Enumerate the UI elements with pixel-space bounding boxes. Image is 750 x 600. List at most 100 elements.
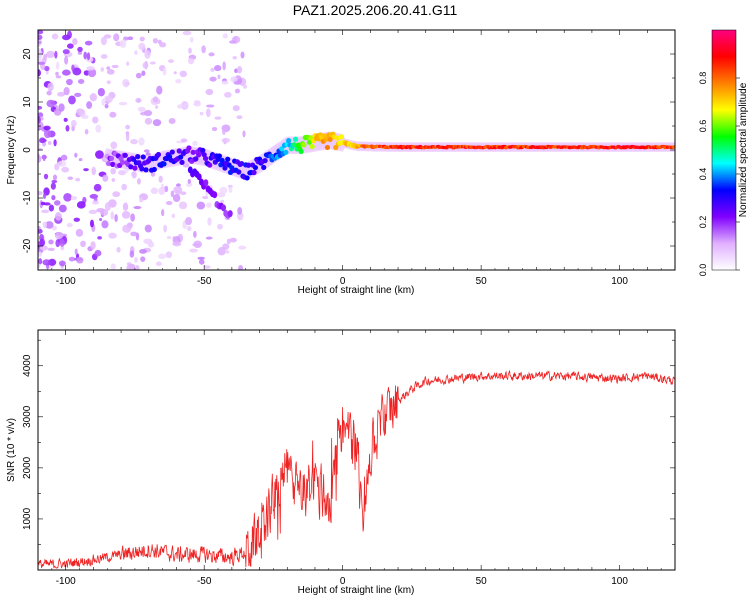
spectrogram-noise-blob <box>178 201 188 210</box>
spectrogram-noise-blob <box>53 200 61 206</box>
spectrogram-noise-blob <box>232 56 237 60</box>
spectrogram-ridge-mark <box>108 155 114 162</box>
spectrogram-noise-blob <box>75 177 81 182</box>
x-tick-label: -50 <box>197 576 212 587</box>
spectrogram-noise-blob <box>145 152 151 157</box>
spectrogram-branch-mark <box>212 191 218 199</box>
spectrogram-noise-blob <box>40 138 47 143</box>
spectrogram-noise-blob <box>234 68 238 74</box>
spectrogram-ridge-mark <box>135 154 141 160</box>
spectrogram-noise-blob <box>39 245 48 251</box>
spectrogram-noise-blob <box>220 199 225 203</box>
spectrogram-noise-blob <box>66 222 73 228</box>
spectrogram-noise-blob <box>192 140 198 146</box>
spectrogram-noise-blob <box>55 61 60 70</box>
spectrogram-noise-blob <box>84 128 89 135</box>
spectrogram-ridge-mark <box>324 144 331 151</box>
spectrogram-noise-blob <box>122 202 129 211</box>
spectrogram-noise-blob <box>193 230 197 238</box>
spectrogram-noise-blob <box>77 46 83 53</box>
spectrogram-noise-blob <box>139 36 145 42</box>
spectrogram-noise-blob <box>126 61 130 66</box>
spectrogram-noise-blob <box>206 104 215 108</box>
snr-y-ticks: 1000 2000 3000 4000 <box>22 339 675 545</box>
spectrogram-noise-blob <box>143 149 150 153</box>
spectrogram-noise-blob <box>68 95 76 105</box>
spectrogram-noise-blob <box>240 51 245 59</box>
spectrogram-ridge-mark <box>110 161 116 167</box>
y-tick-label: 20 <box>22 48 33 60</box>
spectrogram-ridge-mark <box>190 149 196 155</box>
spectrogram-noise-blob <box>173 186 183 194</box>
spectrogram-noise-blob <box>74 92 82 98</box>
spectrogram-noise-blob <box>186 225 192 232</box>
snr-x-ticks: -100 -50 0 50 100 <box>37 330 676 587</box>
spectrogram-noise-blob <box>52 174 58 181</box>
x-tick-label: 100 <box>611 576 628 587</box>
spectrogram-branch-mark <box>203 179 209 187</box>
spectrogram-ridge-mark <box>176 148 182 154</box>
spectrogram-ridge-mark <box>161 161 167 167</box>
spectrogram-noise-blob <box>60 245 65 251</box>
spectrogram-noise-blob <box>141 70 146 76</box>
spectrogram-noise-blob <box>46 99 55 108</box>
spectrogram-noise-blob <box>71 64 75 72</box>
spectrogram-noise-blob <box>43 125 51 131</box>
spectrogram-noise-blob <box>189 36 194 43</box>
spectrogram-noise-blob <box>209 76 217 82</box>
spectrogram-noise-blob <box>125 124 131 130</box>
spectrogram-noise-blob <box>135 264 140 270</box>
spectrogram-noise-blob <box>189 248 198 253</box>
spectrogram-noise-blob <box>38 34 43 41</box>
spectrogram-ridge-mark <box>193 156 199 162</box>
spectrogram-noise-blob <box>133 205 142 210</box>
spectrogram-noise-blob <box>38 143 41 147</box>
spectrogram-noise-blob <box>229 40 236 44</box>
spectrogram-noise-blob <box>57 160 67 167</box>
spectrogram-noise-blob <box>225 250 230 254</box>
spectrogram-noise-blob <box>72 38 78 46</box>
spectrogram-noise-blob <box>63 117 68 122</box>
y-tick-label: 1000 <box>22 507 33 530</box>
y-tick-label: 10 <box>22 96 33 108</box>
spectrogram-noise-blob <box>51 194 56 201</box>
spectrogram-noise-blob <box>113 33 120 42</box>
spectrogram-noise-blob <box>232 105 240 112</box>
spectrogram-noise-blob <box>156 85 163 95</box>
spectrogram-noise-blob <box>131 170 137 179</box>
spectrogram-noise-blob <box>106 69 115 75</box>
x-tick-label: 0 <box>340 576 346 587</box>
spectrogram-noise-blob <box>54 232 63 240</box>
spectrogram-noise-blob <box>182 30 192 36</box>
spectrogram-noise-blob <box>199 111 204 116</box>
spectrogram-noise-blob <box>38 190 43 196</box>
spectrogram-noise-blob <box>65 124 70 132</box>
spectrogram-ridge-mark <box>132 165 138 171</box>
spectrogram-noise-blob <box>42 221 48 229</box>
spectrogram-noise-blob <box>172 194 181 203</box>
spectrogram-noise-blob <box>46 90 52 96</box>
spectrogram-noise-blob <box>144 224 152 233</box>
spectrogram-noise-blob <box>138 42 146 51</box>
spectrogram-noise-blob <box>106 80 111 85</box>
spectrogram-noise-blob <box>111 64 119 69</box>
spectrogram-noise-blob <box>43 202 51 206</box>
spectrogram-noise-blob <box>54 50 58 59</box>
spectrogram-noise-blob <box>73 217 81 222</box>
spectrogram-ridge-mark <box>262 158 268 164</box>
spectrogram-noise-blob <box>159 42 167 48</box>
x-tick-label: -100 <box>56 276 76 287</box>
spectrogram-noise-blob <box>55 71 59 76</box>
spectrogram-noise-blob <box>202 195 209 200</box>
spectrogram-noise-blob <box>62 49 70 55</box>
spectrogram-branch-mark <box>227 210 233 218</box>
spectrogram-noise-blob <box>47 247 55 252</box>
spectrogram-noise-blob <box>217 247 226 256</box>
spectrogram-noise-blob <box>237 207 243 215</box>
spectrogram-noise-blob <box>135 72 142 79</box>
spectrogram-noise-blob <box>130 213 135 222</box>
spectrogram-ridge-mark <box>286 137 292 144</box>
spectrogram-noise-blob <box>185 217 193 226</box>
spectrogram-noise-blob <box>186 182 193 187</box>
